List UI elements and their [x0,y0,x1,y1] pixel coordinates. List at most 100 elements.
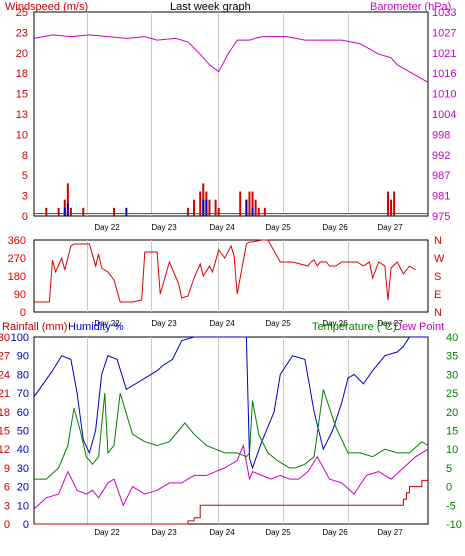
barometer-tick-label: 1010 [432,89,456,101]
dew-point-line [33,443,429,510]
humidity-line [33,336,428,470]
windspeed-tick-label: 10 [16,129,28,141]
wind-direction-line [34,239,416,303]
day-label: Day 27 [377,223,403,232]
day-label: Day 26 [322,528,348,537]
temperature-tick-label: -5 [446,500,456,512]
wind-direction-plot-area [33,239,429,313]
day-label: Day 22 [94,319,120,328]
dewpoint-axis-title: Dew Point [394,321,444,333]
direction-tick-label: 0 [20,307,26,319]
temperature-axis-title: Temperature (°C) [312,321,396,333]
rainfall-tick-label: 24 [0,369,10,381]
day-label: Day 23 [151,319,177,328]
rainfall-tick-label: 9 [4,463,10,475]
windspeed-tick-label: 13 [16,109,28,121]
temperature-tick-label: 40 [446,332,458,344]
barometer-line [33,34,429,83]
barometer-tick-label: 1027 [432,27,456,39]
windspeed-axis-title: Windspeed (m/s) [5,1,88,13]
day-label: Day 25 [265,528,291,537]
barometer-tick-label: 998 [432,129,450,141]
direction-tick-label: 360 [8,235,26,247]
barometer-tick-label: 975 [432,211,450,223]
rainfall-tick-label: 3 [4,500,10,512]
temperature-tick-label: 20 [446,407,458,419]
barometer-tick-label: 1033 [432,7,456,19]
humidity-tick-label: 70 [17,388,29,400]
humidity-tick-label: 80 [17,369,29,381]
rainfall-tick-label: 18 [0,407,10,419]
temperature-tick-label: 35 [446,351,458,363]
temperature-tick-label: 10 [446,444,458,456]
humidity-tick-label: 30 [17,463,29,475]
windspeed-tick-label: 15 [16,89,28,101]
barometer-tick-label: 1021 [432,48,456,60]
humidity-tick-label: 60 [17,407,29,419]
day-label: Day 24 [209,528,235,537]
chart-title: Last week graph [170,1,251,13]
barometer-tick-label: 1016 [432,68,456,80]
rainfall-tick-label: 27 [0,351,10,363]
humidity-axis-title: Humidity % [68,321,124,333]
windspeed-tick-label: 5 [22,170,28,182]
day-label: Day 23 [151,223,177,232]
compass-tick-label: E [434,289,441,301]
temperature-tick-label: 25 [446,388,458,400]
compass-tick-label: N [434,307,442,319]
barometer-tick-label: 981 [432,191,450,203]
rainfall-axis-title: Rainfall (mm) [2,321,67,333]
compass-tick-label: N [434,235,442,247]
day-label: Day 25 [265,223,291,232]
humidity-tick-label: 20 [17,482,29,494]
day-label: Day 25 [265,319,291,328]
compass-tick-label: S [434,271,441,283]
rain-humidity-temp-plot-area [33,336,429,525]
humidity-tick-label: 0 [23,519,29,531]
barometer-axis-title: Barometer (hPa) [370,1,451,13]
barometer-tick-label: 992 [432,150,450,162]
windspeed-tick-label: 18 [16,68,28,80]
humidity-tick-label: 10 [17,500,29,512]
temperature-tick-label: -10 [446,519,462,531]
temperature-tick-label: 0 [446,482,452,494]
day-label: Day 27 [377,319,403,328]
temperature-line [34,389,429,480]
humidity-tick-label: 50 [17,426,29,438]
windspeed-tick-label: 25 [16,7,28,19]
barometer-tick-label: 987 [432,170,450,182]
day-label: Day 22 [94,528,120,537]
day-label: Day 24 [209,319,235,328]
rainfall-line [34,479,428,525]
compass-tick-label: W [434,253,445,265]
humidity-tick-label: 40 [17,444,29,456]
day-label: Day 26 [322,319,348,328]
rainfall-tick-label: 0 [4,519,10,531]
rainfall-tick-label: 12 [0,444,10,456]
direction-tick-label: 180 [8,271,26,283]
rainfall-tick-label: 30 [0,332,10,344]
day-label: Day 24 [209,223,235,232]
temperature-tick-label: 30 [446,369,458,381]
humidity-tick-label: 100 [11,332,29,344]
rainfall-tick-label: 15 [0,426,10,438]
day-label: Day 27 [377,528,403,537]
day-label: Day 23 [151,528,177,537]
windspeed-tick-label: 20 [16,48,28,60]
windspeed-tick-label: 8 [22,150,28,162]
direction-tick-label: 90 [14,289,26,301]
rainfall-tick-label: 21 [0,388,10,400]
temperature-tick-label: 5 [446,463,452,475]
windspeed-tick-label: 23 [16,27,28,39]
day-label: Day 26 [322,223,348,232]
barometer-tick-label: 1004 [432,109,456,121]
wind-barometer-plot-area [33,11,429,217]
windspeed-tick-label: 0 [22,211,28,223]
rainfall-tick-label: 6 [4,482,10,494]
humidity-tick-label: 90 [17,351,29,363]
windspeed-tick-label: 3 [22,191,28,203]
day-label: Day 22 [94,223,120,232]
direction-tick-label: 270 [8,253,26,265]
